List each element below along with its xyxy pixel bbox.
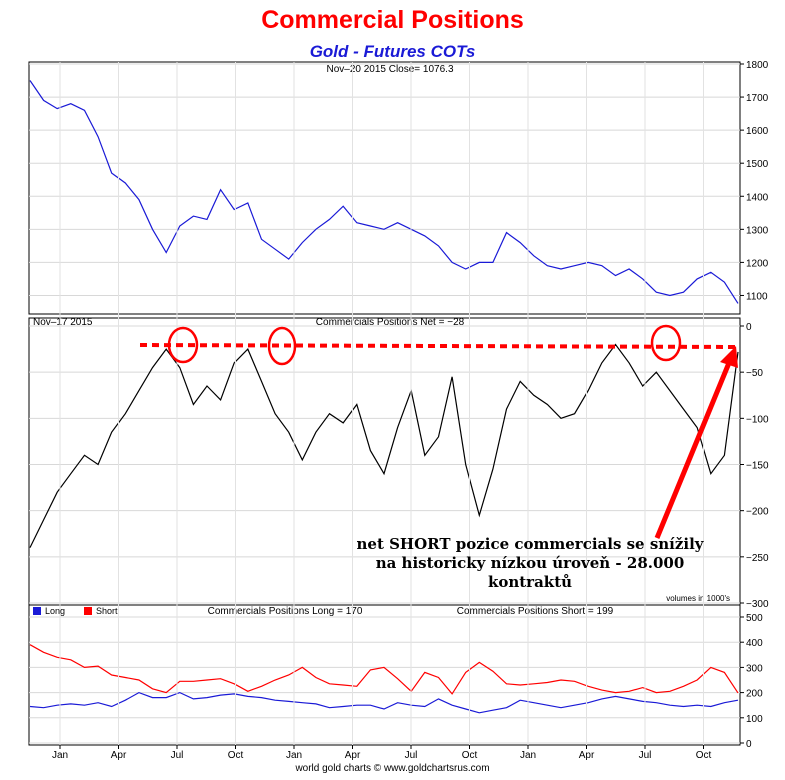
footer-credit: world gold charts © www.goldchartsrus.co…: [295, 763, 490, 774]
x-tick-label: Jan: [520, 750, 536, 761]
net-y-tick-label: −250: [746, 553, 769, 564]
price-y-tick-label: 1500: [746, 159, 769, 170]
long-short-y-tick-label: 0: [746, 739, 752, 750]
short-series-line: [29, 644, 739, 695]
price-gridlines: [29, 63, 740, 296]
long-short-y-tick-label: 500: [746, 613, 763, 624]
chart-subtitle: Gold - Futures COTs: [309, 42, 476, 61]
net-header: Commercials Positions Net = −28: [316, 317, 465, 328]
short-header: Commercials Positions Short = 199: [457, 606, 614, 617]
legend-short-swatch: [84, 607, 92, 615]
net-gridlines: [29, 325, 740, 604]
annotation-arrowhead: [720, 346, 738, 368]
annotation-arrow: [654, 357, 734, 539]
price-y-tick-label: 1600: [746, 126, 769, 137]
net-y-tick-label: −150: [746, 461, 769, 472]
long-short-y-ticks: 0 100 200 300 400 500: [740, 613, 763, 750]
x-tick-label: Jul: [639, 750, 652, 761]
net-y-ticks: 0 −50 −100 −150 −200 −250 −300: [740, 322, 769, 610]
price-y-tick-label: 1100: [746, 291, 768, 302]
x-tick-label: Jul: [405, 750, 418, 761]
price-y-tick-label: 1700: [746, 93, 769, 104]
volume-note: volumes in 1000's: [666, 594, 730, 603]
x-tick-label: Oct: [696, 750, 712, 761]
net-y-tick-label: −50: [746, 368, 763, 379]
resistance-dashed-line: [139, 343, 739, 349]
x-tick-label: Oct: [228, 750, 244, 761]
x-tick-label: Jan: [286, 750, 302, 761]
price-y-tick-label: 1800: [746, 60, 769, 71]
net-y-tick-label: −300: [746, 599, 769, 610]
long-short-y-tick-label: 100: [746, 714, 763, 725]
price-panel: [28, 61, 741, 315]
legend-long-label: Long: [45, 606, 65, 616]
x-tick-label: Jul: [171, 750, 184, 761]
x-tick-label: Apr: [111, 750, 127, 761]
highlight-circle: [267, 326, 297, 366]
x-axis-ticks: Jan Apr Jul Oct Jan Apr Jul Oct Jan Apr Jul Oct: [52, 62, 712, 761]
chart-title: Commercial Positions: [261, 6, 524, 34]
x-tick-label: Oct: [462, 750, 478, 761]
annotation-line-2: na historicky nízkou úroveň - 28.000: [375, 554, 685, 572]
net-y-tick-label: −100: [746, 414, 769, 425]
x-tick-label: Apr: [579, 750, 595, 761]
annotation-line-1: net SHORT pozice commercials se snížily: [356, 535, 704, 553]
long-short-y-tick-label: 300: [746, 663, 763, 674]
long-series-line: [29, 691, 739, 714]
long-short-y-tick-label: 200: [746, 689, 763, 700]
net-y-tick-label: −200: [746, 507, 769, 518]
net-y-tick-label: 0: [746, 322, 752, 333]
long-short-panel: [28, 604, 741, 746]
price-y-tick-label: 1400: [746, 192, 769, 203]
legend-long-swatch: [33, 607, 41, 615]
price-series-line: [29, 80, 739, 304]
price-y-ticks: 1100 1200 1300 1400 1500 1600 1700 1800: [740, 60, 769, 302]
legend-short-label: Short: [96, 606, 118, 616]
price-y-tick-label: 1200: [746, 258, 769, 269]
highlight-circle: [650, 324, 682, 362]
x-tick-label: Apr: [345, 750, 361, 761]
price-y-tick-label: 1300: [746, 225, 769, 236]
long-header: Commercials Positions Long = 170: [208, 606, 363, 617]
net-header-date: Nov–17 2015: [33, 317, 93, 328]
long-short-y-tick-label: 400: [746, 638, 763, 649]
net-series-line: [29, 343, 739, 548]
price-header: Nov–20 2015 Close= 1076.3: [326, 64, 453, 75]
highlight-circle: [167, 326, 199, 364]
annotation-line-3: kontraktů: [487, 573, 573, 591]
x-tick-label: Jan: [52, 750, 68, 761]
